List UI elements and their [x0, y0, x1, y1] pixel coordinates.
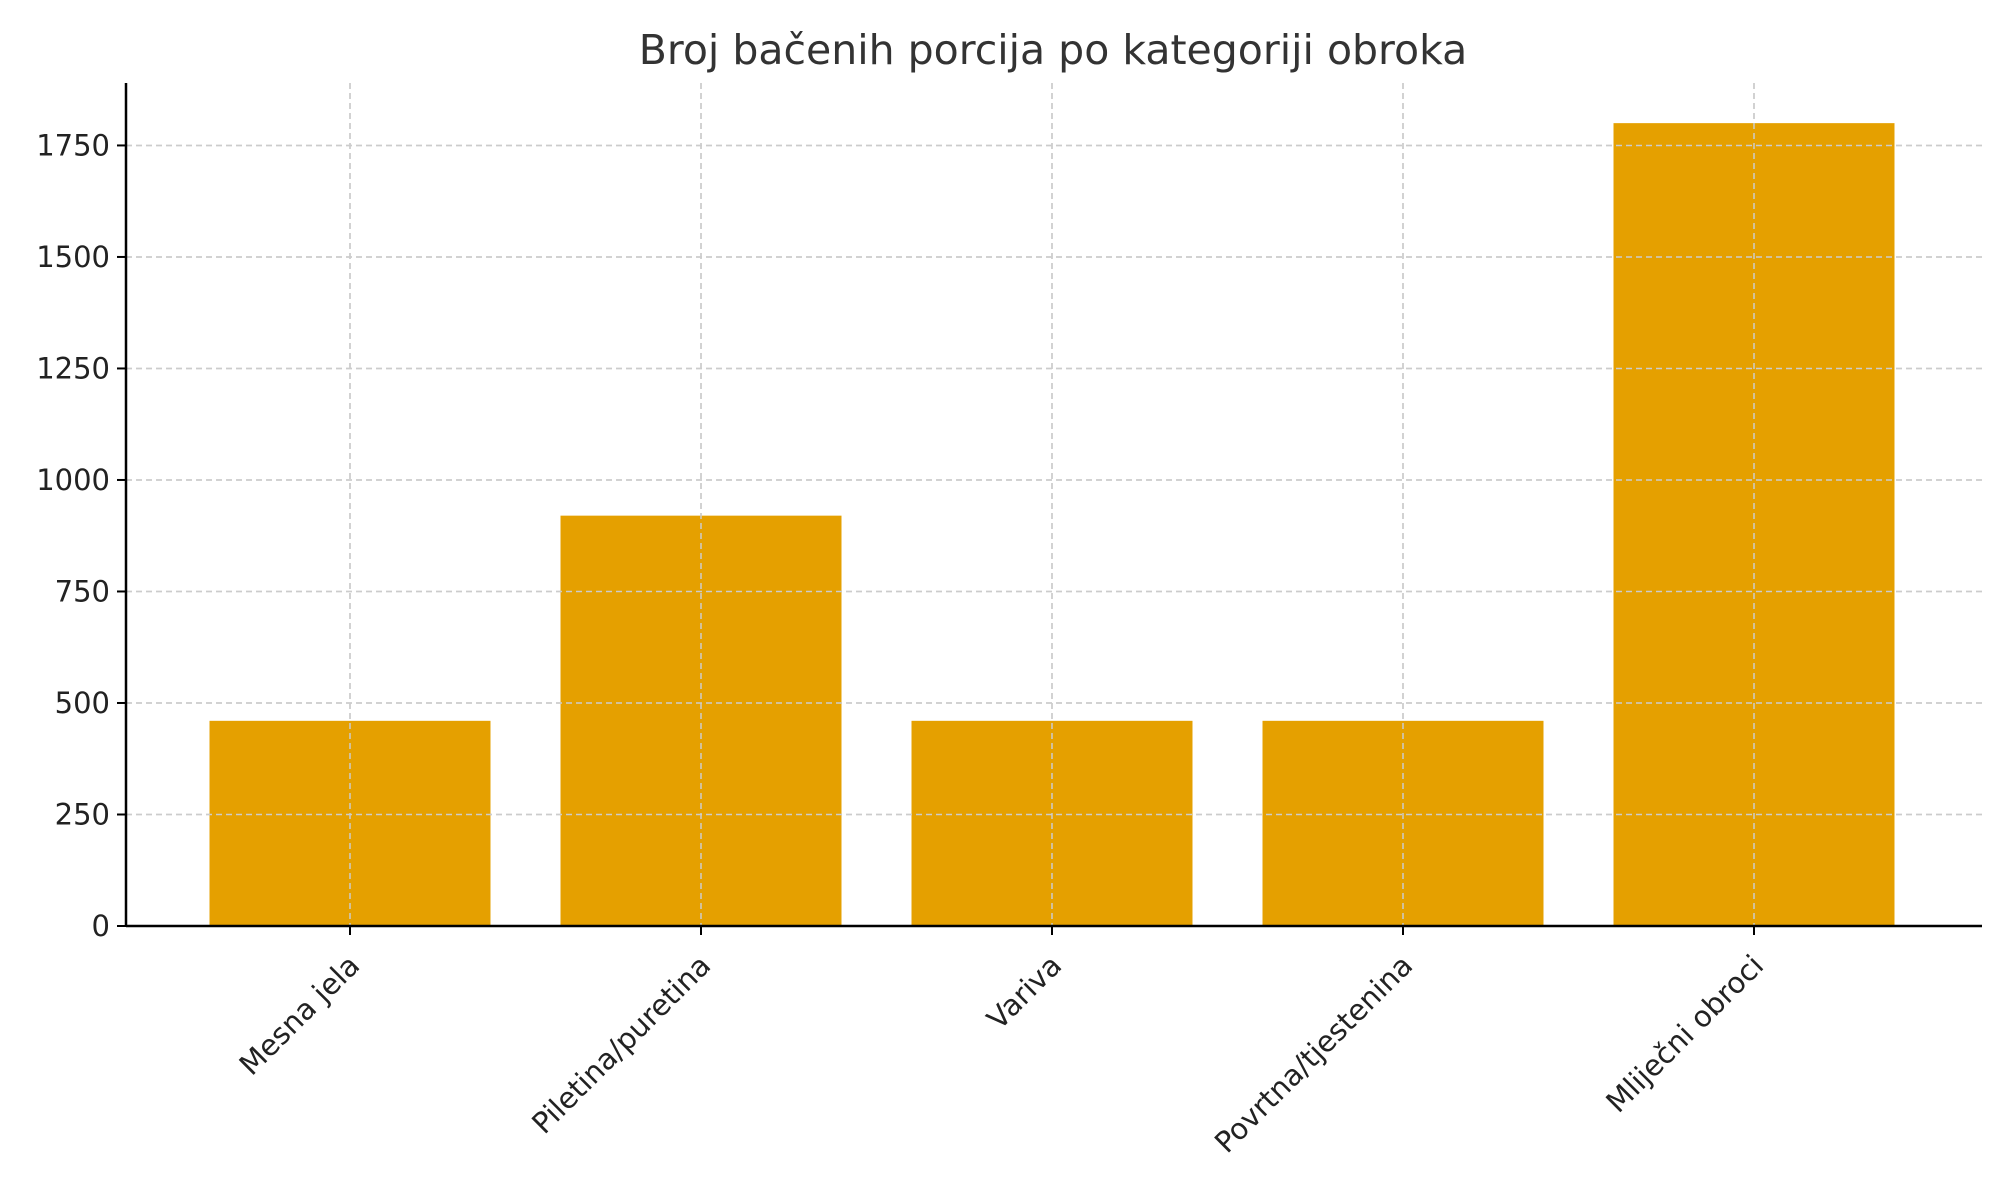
x-axis-ticks: Mesna jela Piletina/puretina Variva Povrtna… — [233, 926, 1770, 1159]
x-tick-label: Mesna jela — [233, 948, 367, 1082]
y-tick-label: 250 — [55, 797, 110, 831]
x-tick-label: Povrtna/tjestenina — [1208, 948, 1419, 1159]
x-tick-label: Variva — [980, 948, 1068, 1036]
y-tick-label: 500 — [55, 686, 110, 720]
y-axis-ticks: 0 250 500 750 1000 1250 1500 1750 — [36, 128, 126, 943]
y-tick-label: 1750 — [36, 128, 110, 162]
x-tick-label: Mliječni obroci — [1599, 948, 1770, 1119]
chart-title: Broj bačenih porcija po kategoriji obrok… — [639, 26, 1468, 74]
x-tick-label: Piletina/puretina — [525, 948, 717, 1140]
y-tick-label: 1500 — [36, 240, 110, 274]
bars — [126, 83, 1982, 927]
y-tick-label: 1250 — [36, 351, 110, 385]
y-tick-label: 1000 — [36, 463, 110, 497]
y-tick-label: 0 — [92, 909, 110, 943]
axes — [124, 83, 1982, 928]
y-tick-label: 750 — [55, 574, 110, 608]
